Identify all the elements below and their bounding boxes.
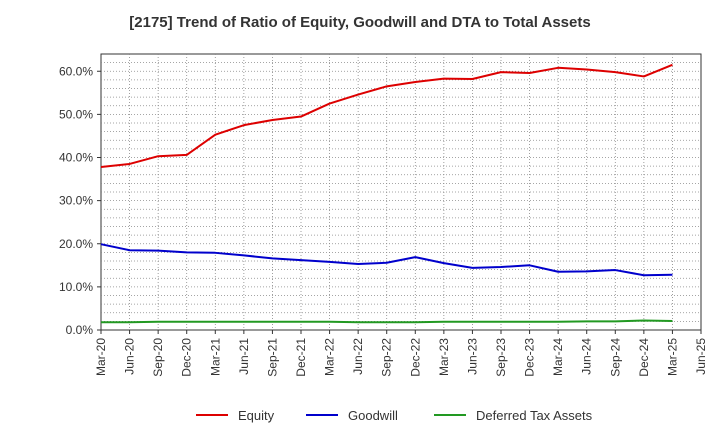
legend-item: Goodwill [306,408,398,423]
x-tick-label: Dec-21 [294,338,308,377]
y-tick-label: 40.0% [59,151,93,165]
series-line-equity [100,63,673,168]
x-tick-label: Mar-23 [437,338,451,376]
x-tick-label: Mar-24 [551,338,565,376]
series-line-goodwill [100,243,673,277]
y-tick-label: 50.0% [59,107,93,121]
x-tick-label: Sep-23 [494,338,508,377]
x-tick-label: Mar-25 [665,338,679,376]
x-tick-label: Sep-21 [265,338,279,377]
x-tick-label: Sep-20 [151,338,165,377]
x-tick-label: Jun-20 [123,338,137,375]
x-tick-label: Mar-21 [208,338,222,376]
y-tick-label: 30.0% [59,194,93,208]
legend-item: Equity [196,408,275,423]
chart-title: [2175] Trend of Ratio of Equity, Goodwil… [129,14,591,31]
x-tick-label: Dec-23 [523,338,537,377]
y-tick-label: 60.0% [59,64,93,78]
y-tick-label: 10.0% [59,280,93,294]
x-tick-label: Jun-21 [237,338,251,375]
x-tick-label: Dec-20 [180,338,194,377]
x-tick-label: Jun-24 [580,338,594,375]
x-tick-label: Mar-22 [323,338,337,376]
x-tick-label: Jun-22 [351,338,365,375]
x-tick-label: Dec-24 [637,338,651,377]
x-tick-label: Dec-22 [408,338,422,377]
legend-label: Deferred Tax Assets [476,408,593,423]
x-tick-label: Mar-20 [94,338,108,376]
x-axis: Mar-20 Jun-20 Sep-20 Dec-20 Mar-21 Jun-21 Sep-… [94,330,708,377]
legend-item: Deferred Tax Assets [434,408,593,423]
legend-label: Equity [238,408,275,423]
series-lines [100,63,673,324]
y-axis: 0.0% 10.0% 20.0% 30.0% 40.0% 50.0% 60.0% [59,64,101,337]
x-tick-label: Sep-24 [608,338,622,377]
x-tick-label: Sep-22 [380,338,394,377]
x-tick-label: Jun-23 [465,338,479,375]
legend: Equity Goodwill Deferred Tax Assets [196,408,593,423]
grid [101,54,701,330]
y-tick-label: 20.0% [59,237,93,251]
legend-label: Goodwill [348,408,398,423]
x-tick-label: Jun-25 [694,338,708,375]
series-line-deferred-tax-assets [101,319,673,324]
y-tick-label: 0.0% [66,323,94,337]
